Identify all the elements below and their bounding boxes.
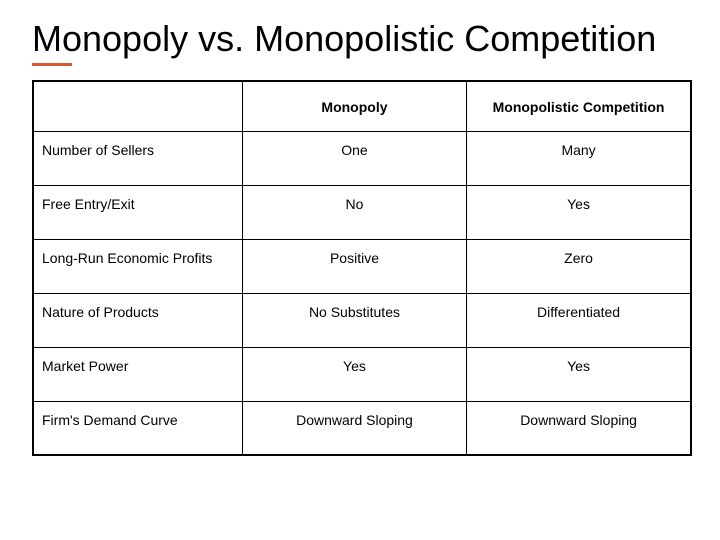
row-header-cell: Market Power (33, 347, 242, 401)
data-cell: Downward Sloping (467, 401, 691, 455)
table-row: Long-Run Economic Profits Positive Zero (33, 239, 691, 293)
data-cell: Yes (467, 185, 691, 239)
table-header-row: Monopoly Monopolistic Competition (33, 81, 691, 131)
data-cell: Zero (467, 239, 691, 293)
row-header-cell: Number of Sellers (33, 131, 242, 185)
page-title: Monopoly vs. Monopolistic Competition (32, 18, 690, 59)
row-header-cell: Free Entry/Exit (33, 185, 242, 239)
table-row: Free Entry/Exit No Yes (33, 185, 691, 239)
row-header-cell: Nature of Products (33, 293, 242, 347)
data-cell: Yes (242, 347, 466, 401)
table-header-monopoly: Monopoly (242, 81, 466, 131)
data-cell: No (242, 185, 466, 239)
table-header-monopolistic: Monopolistic Competition (467, 81, 691, 131)
data-cell: Yes (467, 347, 691, 401)
data-cell: Differentiated (467, 293, 691, 347)
row-header-cell: Firm's Demand Curve (33, 401, 242, 455)
data-cell: Positive (242, 239, 466, 293)
table-row: Nature of Products No Substitutes Differ… (33, 293, 691, 347)
data-cell: Many (467, 131, 691, 185)
row-header-cell: Long-Run Economic Profits (33, 239, 242, 293)
data-cell: No Substitutes (242, 293, 466, 347)
table-row: Market Power Yes Yes (33, 347, 691, 401)
data-cell: One (242, 131, 466, 185)
comparison-table: Monopoly Monopolistic Competition Number… (32, 80, 692, 456)
table-row: Firm's Demand Curve Downward Sloping Dow… (33, 401, 691, 455)
table-row: Number of Sellers One Many (33, 131, 691, 185)
title-accent-bar (32, 63, 72, 66)
table-header-empty (33, 81, 242, 131)
data-cell: Downward Sloping (242, 401, 466, 455)
